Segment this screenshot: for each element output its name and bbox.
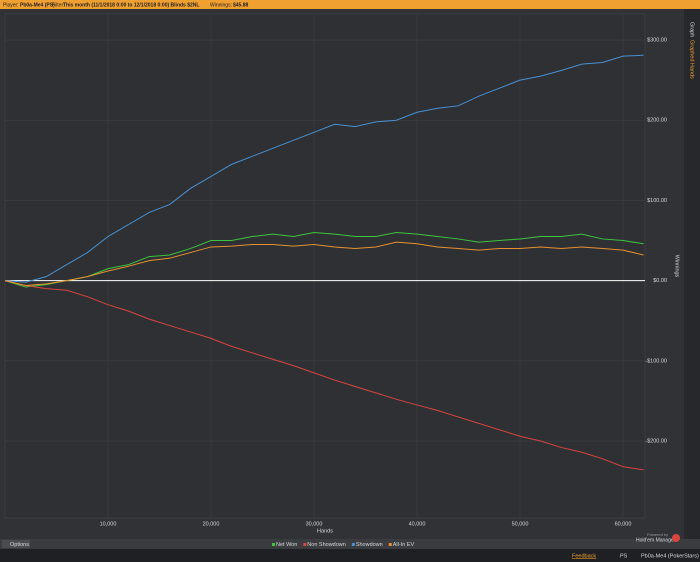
legend-label: Non Showdown [307, 542, 346, 548]
legend-label: Showdown [356, 542, 383, 548]
side-tabs [684, 9, 700, 539]
legend-swatch [303, 543, 307, 546]
legend-swatch [272, 543, 275, 546]
legend-label: All-In EV [393, 542, 415, 548]
filter: This month (11/1/2018 0:00 to 12/1/2018 … [63, 2, 199, 8]
logo [672, 534, 680, 542]
y-tick-label: $300.00 [647, 38, 667, 44]
legend-label: Net Won [276, 542, 297, 548]
series-line [4, 232, 644, 288]
winnings: $45.88 [233, 2, 249, 8]
player: Pb0a-Me4 (PS) [20, 2, 55, 8]
options-text[interactable]: Options [10, 542, 29, 548]
x-tick-label: 50,000 [512, 521, 529, 527]
account[interactable]: Pb0a-Me4 (PokerStars) [641, 553, 699, 559]
x-axis-label: Hands [317, 528, 333, 534]
legend-swatch [388, 543, 392, 546]
legend-swatch [351, 543, 355, 546]
site: PS [620, 553, 628, 559]
series-line [4, 280, 644, 471]
series-line [4, 54, 644, 283]
x-tick-label: 60,000 [615, 521, 632, 527]
y-tick-label: -$100.00 [645, 358, 667, 364]
x-tick-label: 30,000 [306, 521, 323, 527]
y-tick-label: $200.00 [647, 118, 667, 124]
plot-area [4, 13, 646, 519]
filter-label: Filter: [52, 2, 65, 8]
x-tick-label: 10,000 [100, 521, 117, 527]
y-tick-label: -$200.00 [645, 438, 667, 444]
options-bar [0, 539, 700, 549]
tab-graphed-hands[interactable]: Graphed Hands [689, 40, 695, 79]
y-tick-label: $100.00 [647, 198, 667, 204]
player-label: Player: [3, 2, 19, 8]
options-button[interactable] [2, 540, 30, 548]
x-tick-label: 40,000 [409, 521, 426, 527]
feedback-link[interactable]: Feedback [572, 553, 596, 559]
x-tick-label: 20,000 [203, 521, 220, 527]
winnings-label: Winnings: [210, 2, 232, 8]
status-bar [0, 549, 700, 562]
tab-graph[interactable]: Graph [689, 22, 695, 37]
y-tick-label: $0.00 [653, 278, 667, 284]
y-axis-label: Winnings [674, 255, 680, 278]
series-line [4, 241, 644, 286]
powered-by: Powered by [647, 532, 668, 537]
product: Hold'em Manager [636, 537, 676, 543]
header-bar [0, 0, 700, 9]
